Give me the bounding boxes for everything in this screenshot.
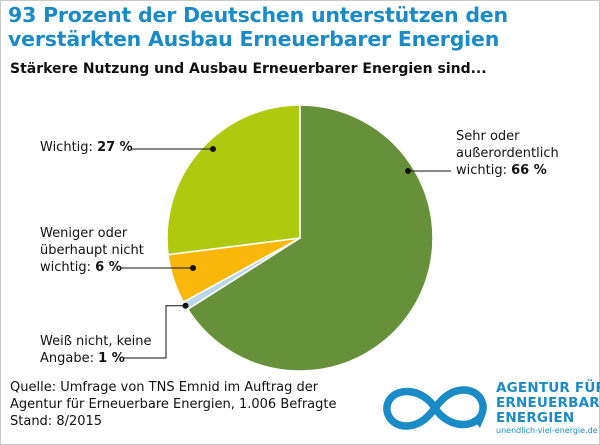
label-weiss-line1: Weiß nicht, keine [40, 334, 152, 349]
label-weiss-line2: Angabe: [40, 351, 94, 366]
leader-weiss-nicht [124, 305, 186, 359]
logo-line1: AGENTUR FÜR [496, 380, 600, 396]
label-wichtig-value: 27 % [97, 140, 133, 155]
label-weniger-wichtig: Weniger oder überhaupt nicht wichtig: 6 … [40, 225, 144, 276]
slice-wichtig [166, 104, 301, 256]
leader-sehr-wichtig-dot [405, 168, 411, 174]
leader-wichtig-dot [210, 146, 216, 152]
label-weniger-line2: überhaupt nicht [40, 243, 144, 258]
label-sehr-line2: außerordentlich [456, 146, 559, 161]
source-line3: Stand: 8/2015 [10, 414, 103, 429]
chart-subtitle: Stärkere Nutzung und Ausbau Erneuerbarer… [10, 61, 487, 77]
label-weiss-nicht: Weiß nicht, keine Angabe: 1 % [40, 333, 152, 367]
leader-weiss-nicht-dot [182, 302, 189, 309]
label-weniger-line1: Weniger oder [40, 226, 128, 241]
leader-weniger-wichtig-dot [190, 265, 196, 271]
label-sehr-value: 66 % [511, 163, 547, 178]
pie-outline [166, 104, 434, 372]
source-note: Quelle: Umfrage von TNS Emnid im Auftrag… [10, 379, 336, 430]
label-sehr-wichtig: Sehr oder außerordentlich wichtig: 66 % [456, 128, 559, 179]
page-title: 93 Prozent der Deutschen unterstützen de… [8, 3, 508, 51]
logo-line2: ERNEUERBARE [496, 395, 600, 411]
infinity-logo-icon [383, 386, 487, 430]
label-wichtig: Wichtig: 27 % [40, 139, 133, 156]
label-weiss-value: 1 % [98, 351, 125, 366]
source-line1: Quelle: Umfrage von TNS Emnid im Auftrag… [10, 380, 319, 395]
label-weniger-line3: wichtig: [40, 260, 91, 275]
logo-wordmark: AGENTUR FÜR ERNEUERBARE ENERGIEN [496, 381, 600, 426]
label-weniger-value: 6 % [95, 260, 122, 275]
logo-url: unendlich-viel-energie.de [496, 426, 598, 435]
label-wichtig-text: Wichtig: [40, 140, 93, 155]
label-sehr-line3: wichtig: [456, 163, 507, 178]
logo-line3: ENERGIEN [496, 410, 575, 426]
label-sehr-line1: Sehr oder [456, 129, 520, 144]
source-line2: Agentur für Erneuerbare Energien, 1.006 … [10, 397, 337, 412]
